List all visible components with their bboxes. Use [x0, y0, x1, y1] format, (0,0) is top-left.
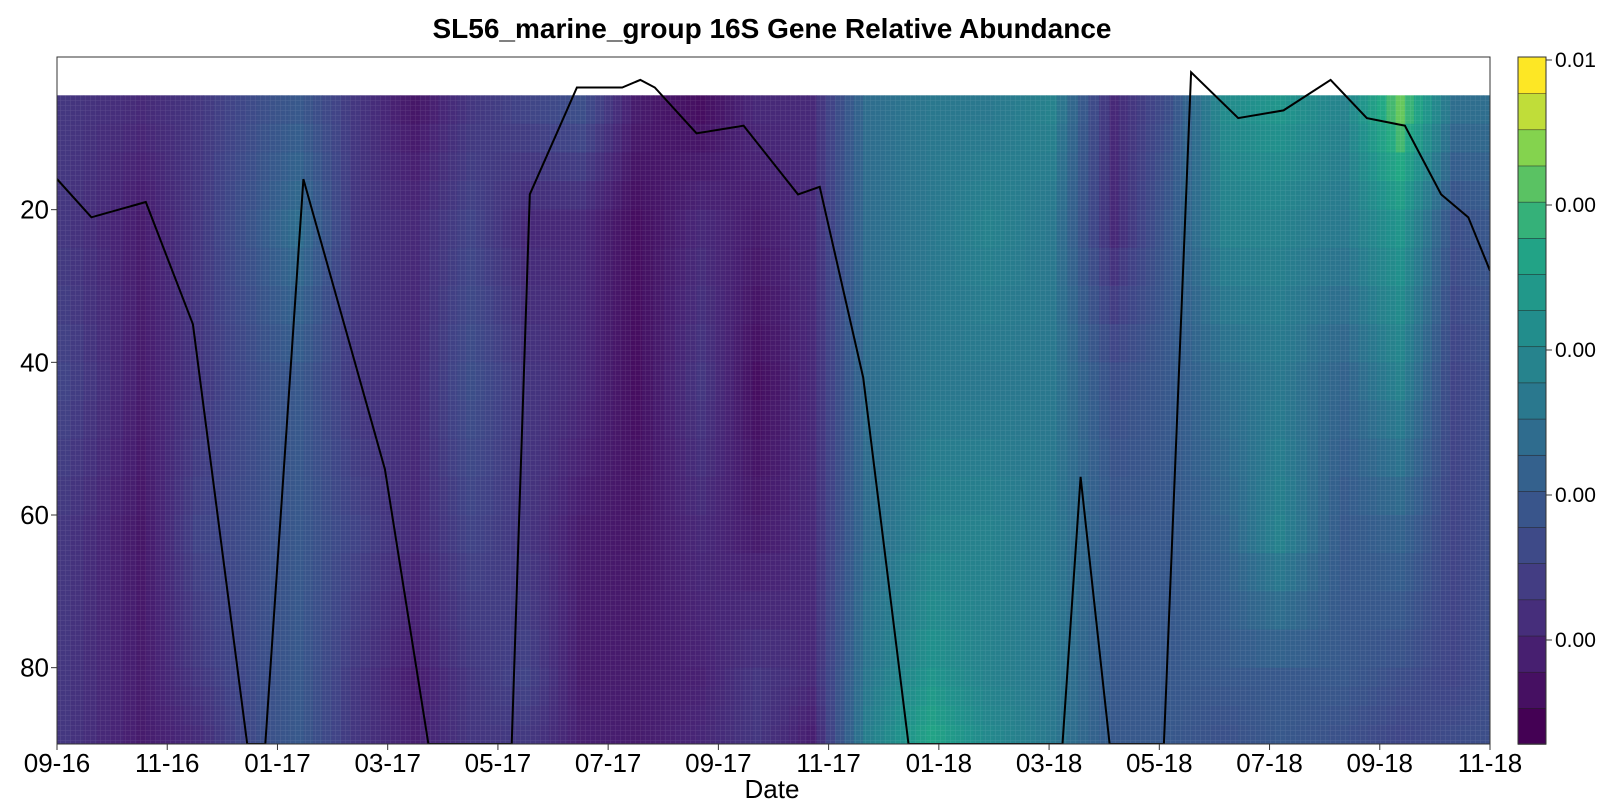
colorbar: 0.01 0.00 0.00 0.00 0.00 — [1517, 49, 1596, 745]
x-axis: 09-16 11-16 01-17 03-17 05-17 07-17 09-17 11-17… — [24, 744, 1523, 778]
colorbar-frame — [1517, 56, 1547, 745]
x-tick-label: 09-18 — [1347, 748, 1414, 778]
colorbar-level — [1517, 526, 1547, 564]
colorbar-level — [1517, 454, 1547, 492]
chart-title: SL56_marine_group 16S Gene Relative Abun… — [433, 13, 1112, 44]
colorbar-level — [1517, 671, 1547, 709]
x-tick-label: 07-18 — [1236, 748, 1303, 778]
colorbar-label: 0.00 — [1555, 339, 1596, 362]
x-tick-label: 11-17 — [796, 748, 861, 778]
x-tick-label: 11-18 — [1458, 748, 1523, 778]
colorbar-level — [1517, 382, 1547, 420]
colorbar-level — [1517, 418, 1547, 456]
y-tick-label: 40 — [20, 347, 49, 377]
colorbar-level — [1517, 346, 1547, 384]
colorbar-level — [1517, 56, 1547, 94]
colorbar-level — [1517, 92, 1547, 131]
x-tick-label: 09-16 — [24, 748, 91, 778]
colorbar-label: 0.00 — [1555, 194, 1596, 217]
y-tick-label: 80 — [20, 653, 49, 683]
colorbar-level — [1517, 129, 1547, 167]
x-tick-label: 05-18 — [1126, 748, 1193, 778]
colorbar-label: 0.01 — [1555, 49, 1596, 72]
x-tick-label: 03-17 — [354, 748, 421, 778]
x-tick-label: 03-18 — [1016, 748, 1083, 778]
line-layer — [57, 70, 1490, 744]
colorbar-level — [1517, 490, 1547, 528]
x-tick-label: 09-17 — [685, 748, 752, 778]
colorbar-level — [1517, 599, 1547, 637]
grid-overlay — [57, 57, 1490, 744]
plot-frame — [56, 56, 1491, 745]
y-tick-label: 20 — [20, 195, 49, 225]
colorbar-level — [1517, 635, 1547, 673]
colorbar-label: 0.00 — [1555, 629, 1596, 652]
line-series — [57, 70, 1490, 744]
x-tick-label: 05-17 — [465, 748, 532, 778]
y-tick-label: 60 — [20, 500, 49, 530]
x-tick-label: 01-18 — [906, 748, 973, 778]
x-tick-label: 11-16 — [135, 748, 200, 778]
x-tick-label: 07-17 — [575, 748, 642, 778]
colorbar-label: 0.00 — [1555, 484, 1596, 507]
colorbar-level — [1517, 309, 1547, 348]
colorbar-level — [1517, 273, 1547, 311]
x-axis-label: Date — [745, 774, 800, 800]
colorbar-level — [1517, 707, 1547, 745]
colorbar-level — [1517, 562, 1547, 601]
x-tick-label: 01-17 — [244, 748, 311, 778]
colorbar-level — [1517, 201, 1547, 239]
y-axis: 20 40 60 80 — [20, 195, 57, 683]
colorbar-level — [1517, 165, 1547, 203]
colorbar-level — [1517, 237, 1547, 275]
